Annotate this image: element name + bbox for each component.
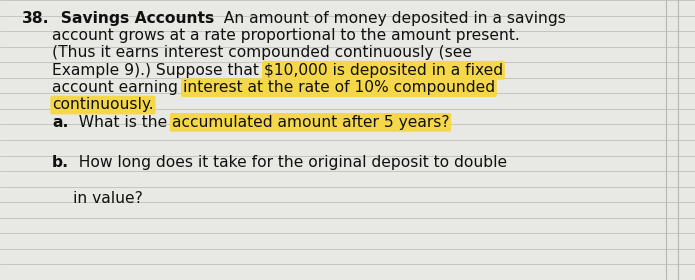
Text: b.: b. xyxy=(52,155,70,170)
Text: What is the: What is the xyxy=(69,115,172,130)
Text: $10,000 is deposited in a fixed: $10,000 is deposited in a fixed xyxy=(264,63,503,78)
Text: (Thus it earns interest compounded continuously (see: (Thus it earns interest compounded conti… xyxy=(52,45,472,60)
Text: a.: a. xyxy=(52,115,69,130)
Text: interest at the rate of 10% compounded: interest at the rate of 10% compounded xyxy=(183,80,495,95)
Text: accumulated amount after 5 years?: accumulated amount after 5 years? xyxy=(172,115,450,130)
Text: Savings Accounts: Savings Accounts xyxy=(50,11,214,26)
Text: in value?: in value? xyxy=(73,191,143,206)
Text: continuously.: continuously. xyxy=(52,97,154,113)
Text: An amount of money deposited in a savings: An amount of money deposited in a saving… xyxy=(214,11,566,26)
Text: account earning: account earning xyxy=(52,80,183,95)
Text: Example 9).) Suppose that: Example 9).) Suppose that xyxy=(52,63,264,78)
Text: 38.: 38. xyxy=(22,11,50,26)
Text: How long does it take for the original deposit to double: How long does it take for the original d… xyxy=(70,155,507,170)
Text: account grows at a rate proportional to the amount present.: account grows at a rate proportional to … xyxy=(52,28,520,43)
